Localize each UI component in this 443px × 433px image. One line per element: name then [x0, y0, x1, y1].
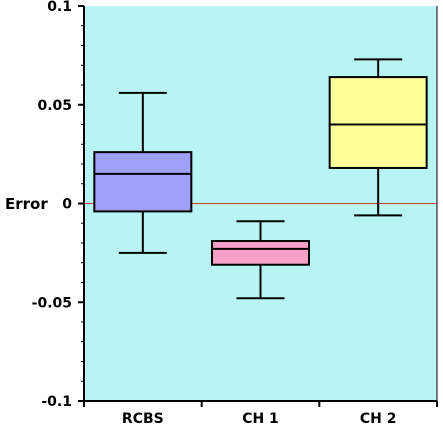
- box-group-0: [93, 91, 193, 254]
- x-tick-label: CH 1: [242, 411, 279, 427]
- axis-layer: -0.1 -0.05 0 0.05 0.1 RCBS CH 1 CH 2: [32, 0, 438, 427]
- y-axis-label: Error: [5, 195, 48, 213]
- box-layer: [93, 58, 428, 300]
- box-iqr: [328, 76, 428, 169]
- box-group-1: [211, 220, 310, 300]
- y-tick-label: -0.1: [41, 394, 72, 410]
- y-tick-label: 0.05: [37, 98, 72, 114]
- y-tick-label: 0: [62, 197, 72, 213]
- y-tick-label: -0.05: [32, 295, 72, 311]
- x-tick-label: CH 2: [360, 411, 397, 427]
- x-tick-label: RCBS: [122, 411, 164, 427]
- y-tick-label: 0.1: [47, 0, 72, 15]
- box-iqr: [93, 151, 193, 213]
- box-iqr: [211, 240, 310, 266]
- box-group-2: [328, 58, 428, 217]
